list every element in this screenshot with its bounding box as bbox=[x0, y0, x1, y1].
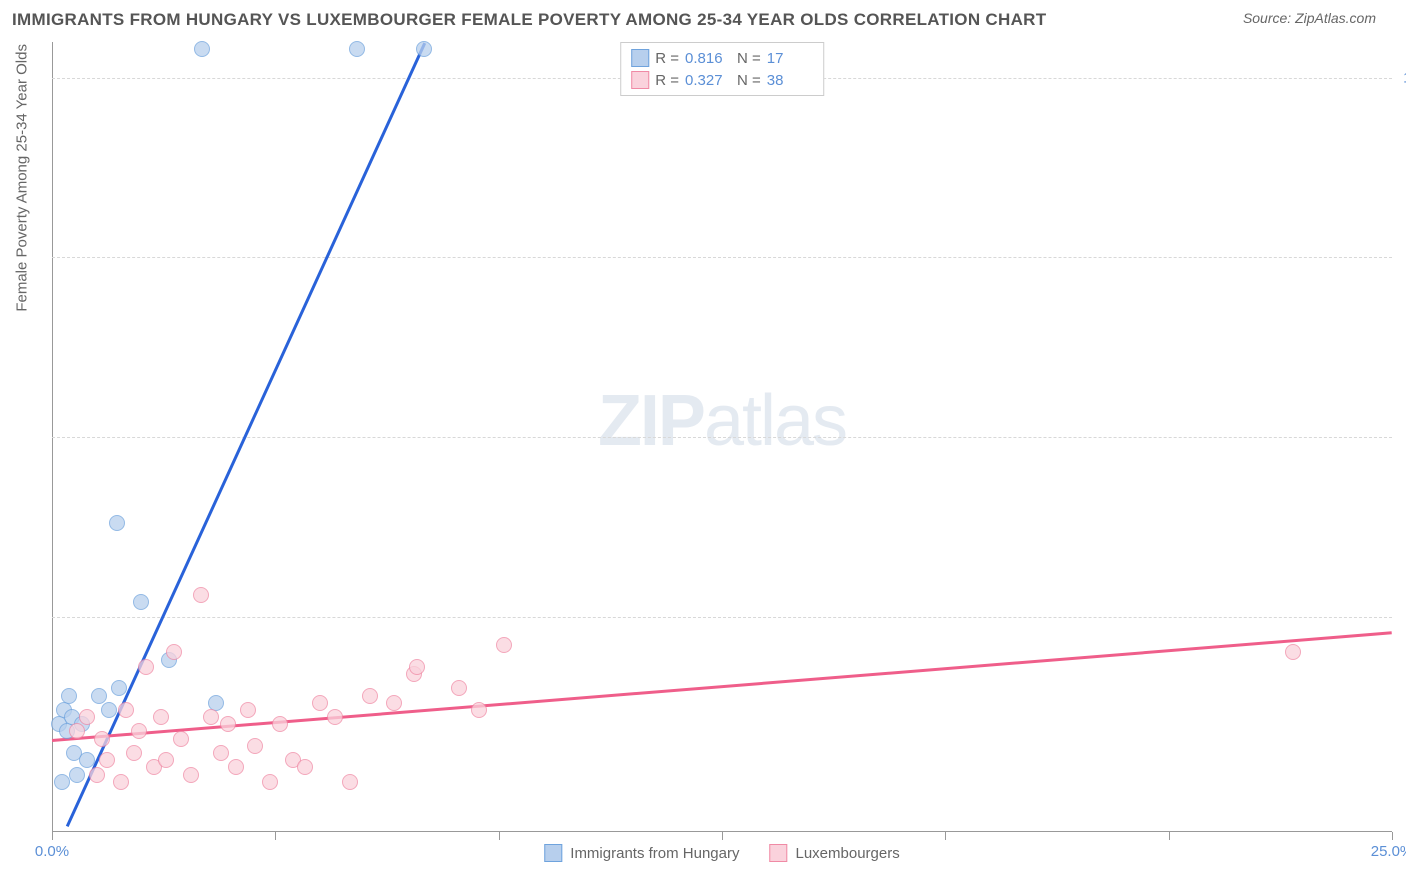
data-point bbox=[113, 774, 129, 790]
x-tick bbox=[275, 832, 276, 840]
data-point bbox=[138, 659, 154, 675]
data-point bbox=[416, 41, 432, 57]
data-point bbox=[126, 745, 142, 761]
data-point bbox=[101, 702, 117, 718]
gridline bbox=[52, 437, 1392, 438]
n-value: 17 bbox=[767, 50, 813, 67]
legend-series-item: Luxembourgers bbox=[769, 844, 899, 862]
data-point bbox=[99, 752, 115, 768]
data-point bbox=[69, 767, 85, 783]
source-attribution: Source: ZipAtlas.com bbox=[1243, 10, 1376, 26]
data-point bbox=[194, 41, 210, 57]
n-value: 38 bbox=[767, 72, 813, 89]
legend-series-label: Immigrants from Hungary bbox=[570, 845, 739, 862]
data-point bbox=[297, 759, 313, 775]
data-point bbox=[153, 709, 169, 725]
legend-swatch bbox=[631, 71, 649, 89]
data-point bbox=[79, 709, 95, 725]
data-point bbox=[166, 644, 182, 660]
r-value: 0.816 bbox=[685, 50, 731, 67]
data-point bbox=[173, 731, 189, 747]
x-tick bbox=[1169, 832, 1170, 840]
gridline bbox=[52, 257, 1392, 258]
data-point bbox=[133, 594, 149, 610]
data-point bbox=[349, 41, 365, 57]
gridline bbox=[52, 617, 1392, 618]
r-value: 0.327 bbox=[685, 72, 731, 89]
data-point bbox=[111, 680, 127, 696]
data-point bbox=[91, 688, 107, 704]
y-axis-label: Female Poverty Among 25-34 Year Olds bbox=[14, 44, 31, 312]
legend-swatch bbox=[769, 844, 787, 862]
data-point bbox=[89, 767, 105, 783]
legend-swatch bbox=[544, 844, 562, 862]
data-point bbox=[54, 774, 70, 790]
legend-swatch bbox=[631, 49, 649, 67]
data-point bbox=[69, 723, 85, 739]
data-point bbox=[312, 695, 328, 711]
data-point bbox=[61, 688, 77, 704]
x-tick bbox=[945, 832, 946, 840]
data-point bbox=[362, 688, 378, 704]
data-point bbox=[79, 752, 95, 768]
trend-line bbox=[52, 631, 1392, 741]
data-point bbox=[109, 515, 125, 531]
x-tick-label: 25.0% bbox=[1371, 843, 1406, 860]
data-point bbox=[451, 680, 467, 696]
data-point bbox=[220, 716, 236, 732]
x-tick bbox=[499, 832, 500, 840]
data-point bbox=[203, 709, 219, 725]
series-legend: Immigrants from Hungary Luxembourgers bbox=[544, 844, 899, 862]
data-point bbox=[193, 587, 209, 603]
legend-stat-row: R = 0.816 N = 17 bbox=[631, 47, 813, 69]
data-point bbox=[272, 716, 288, 732]
data-point bbox=[471, 702, 487, 718]
data-point bbox=[386, 695, 402, 711]
n-label: N = bbox=[737, 72, 761, 89]
x-tick-label: 0.0% bbox=[35, 843, 69, 860]
r-label: R = bbox=[655, 50, 679, 67]
data-point bbox=[262, 774, 278, 790]
source-name: ZipAtlas.com bbox=[1295, 10, 1376, 26]
data-point bbox=[1285, 644, 1301, 660]
data-point bbox=[342, 774, 358, 790]
data-point bbox=[183, 767, 199, 783]
x-tick bbox=[722, 832, 723, 840]
data-point bbox=[94, 731, 110, 747]
data-point bbox=[213, 745, 229, 761]
data-point bbox=[247, 738, 263, 754]
n-label: N = bbox=[737, 50, 761, 67]
data-point bbox=[228, 759, 244, 775]
x-tick bbox=[1392, 832, 1393, 840]
source-prefix: Source: bbox=[1243, 10, 1295, 26]
plot-surface: 25.0%50.0%75.0%100.0%0.0%25.0% bbox=[52, 42, 1392, 832]
data-point bbox=[409, 659, 425, 675]
data-point bbox=[327, 709, 343, 725]
data-point bbox=[131, 723, 147, 739]
data-point bbox=[118, 702, 134, 718]
x-tick bbox=[52, 832, 53, 840]
legend-series-item: Immigrants from Hungary bbox=[544, 844, 739, 862]
data-point bbox=[240, 702, 256, 718]
chart-plot-area: Female Poverty Among 25-34 Year Olds ZIP… bbox=[52, 42, 1392, 832]
chart-header: IMMIGRANTS FROM HUNGARY VS LUXEMBOURGER … bbox=[0, 0, 1406, 36]
legend-series-label: Luxembourgers bbox=[795, 845, 899, 862]
data-point bbox=[496, 637, 512, 653]
r-label: R = bbox=[655, 72, 679, 89]
chart-title: IMMIGRANTS FROM HUNGARY VS LUXEMBOURGER … bbox=[12, 10, 1046, 30]
data-point bbox=[158, 752, 174, 768]
legend-stat-row: R = 0.327 N = 38 bbox=[631, 69, 813, 91]
correlation-legend: R = 0.816 N = 17 R = 0.327 N = 38 bbox=[620, 42, 824, 96]
